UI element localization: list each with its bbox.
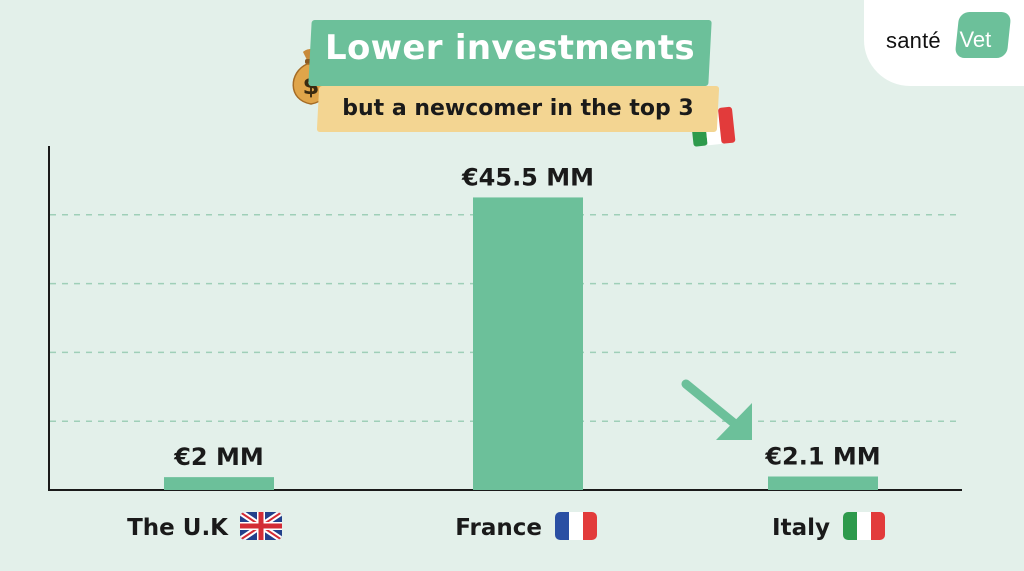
chart-subtitle: but a newcomer in the top 3 bbox=[342, 96, 694, 121]
uk-flag-icon bbox=[240, 512, 282, 540]
data-label: €2.1 MM bbox=[764, 442, 880, 470]
italy-flag-icon bbox=[843, 512, 885, 540]
logo-text: santé bbox=[886, 28, 941, 53]
x-tick-label: France bbox=[455, 515, 542, 541]
x-tick-label: Italy bbox=[772, 515, 830, 541]
logo-badge: Vet bbox=[954, 12, 1012, 58]
data-label: €2 MM bbox=[173, 443, 264, 471]
logo-badge-text: Vet bbox=[959, 27, 992, 52]
france-flag-icon bbox=[555, 512, 597, 540]
bar-italy bbox=[768, 476, 878, 490]
arrow-down-right-icon bbox=[681, 379, 752, 440]
x-tick-label: The U.K bbox=[127, 515, 229, 541]
brand-logo: santé Vet bbox=[864, 0, 1024, 86]
bar-france bbox=[473, 197, 583, 490]
bar-the-u-k bbox=[164, 477, 274, 490]
chart-title: Lower investments bbox=[325, 28, 695, 68]
data-label: €45.5 MM bbox=[461, 163, 594, 191]
gridlines bbox=[50, 214, 958, 422]
